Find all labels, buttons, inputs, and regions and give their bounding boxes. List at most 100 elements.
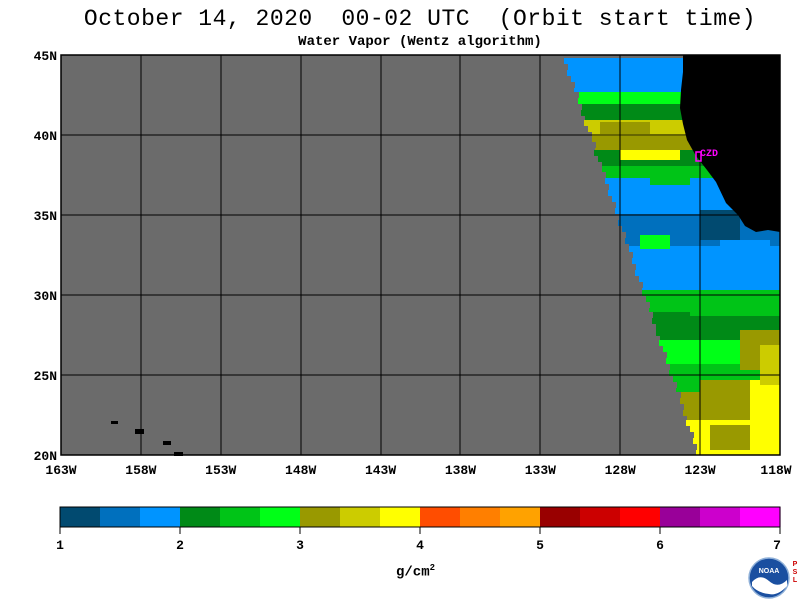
colorbar-segment bbox=[700, 507, 741, 527]
swath-cell bbox=[633, 252, 780, 258]
colorbar-segment bbox=[540, 507, 581, 527]
latitude-labels: 45N 40N 35N 30N 25N 20N bbox=[34, 49, 57, 464]
colorbar-segment bbox=[180, 507, 221, 527]
swath-cell bbox=[608, 190, 780, 196]
units-text: g/cm bbox=[396, 564, 430, 581]
swath-cell bbox=[686, 420, 780, 426]
swath-cell bbox=[690, 300, 780, 316]
swath-cell bbox=[669, 370, 780, 376]
longitude-labels: 163W 158W 153W 148W 143W 138W 133W 128W 123W 118W bbox=[45, 463, 791, 478]
swath-cell bbox=[659, 340, 780, 346]
swath-cell bbox=[609, 184, 780, 190]
swath-cell bbox=[594, 150, 780, 156]
swath-cell bbox=[605, 178, 780, 184]
latitude-label: 30N bbox=[34, 289, 57, 304]
swath-cell bbox=[629, 246, 780, 252]
colorbar-segment bbox=[580, 507, 621, 527]
colorbar-segment bbox=[380, 507, 421, 527]
colorbar-segment bbox=[420, 507, 461, 527]
latitude-label: 20N bbox=[34, 449, 57, 464]
swath-cell bbox=[646, 296, 780, 302]
hawaiian-islands bbox=[111, 421, 183, 456]
colorbar: 1 2 3 4 5 6 7 bbox=[56, 506, 781, 553]
swath-cell bbox=[612, 196, 780, 202]
swath-cell bbox=[696, 450, 780, 455]
latitude-label: 35N bbox=[34, 209, 57, 224]
swath-cell bbox=[640, 235, 670, 249]
station-label: CZD bbox=[700, 149, 718, 160]
longitude-label: 123W bbox=[685, 463, 716, 478]
swath-cell bbox=[571, 76, 780, 82]
latitude-label: 40N bbox=[34, 129, 57, 144]
swath-cell bbox=[596, 142, 780, 148]
swath-cell bbox=[578, 98, 780, 104]
station-marker-icon bbox=[695, 151, 702, 162]
swath-cell bbox=[615, 208, 780, 214]
swath-cell bbox=[616, 202, 780, 208]
swath-cell bbox=[666, 358, 780, 364]
figure-subtitle: Water Vapor (Wentz algorithm) bbox=[298, 34, 542, 50]
longitude-label: 148W bbox=[285, 463, 316, 478]
swath-cell bbox=[710, 425, 750, 450]
swath-cell bbox=[663, 346, 780, 352]
swath-cell bbox=[760, 345, 780, 385]
colorbar-tick-label: 5 bbox=[536, 538, 544, 553]
water-vapor-map: CZD bbox=[60, 54, 781, 456]
colorbar-segment bbox=[500, 507, 541, 527]
colorbar-segment bbox=[660, 507, 701, 527]
swath-cell bbox=[625, 238, 780, 244]
colorbar-segment bbox=[260, 507, 301, 527]
swath-cell bbox=[579, 92, 780, 98]
swath-cell bbox=[629, 244, 780, 246]
swath-cell bbox=[643, 282, 780, 288]
swath-cell bbox=[656, 330, 780, 336]
swath-cell bbox=[618, 220, 780, 226]
swath-cell bbox=[632, 258, 780, 264]
swath-cell bbox=[660, 336, 780, 340]
swath-cell bbox=[568, 64, 780, 70]
colorbar-tick-label: 4 bbox=[416, 538, 424, 553]
swath-cell bbox=[687, 416, 780, 420]
colorbar-tick-label: 7 bbox=[773, 538, 781, 553]
swath-cell bbox=[575, 82, 780, 88]
swath-cell bbox=[635, 270, 780, 276]
longitude-label: 153W bbox=[205, 463, 236, 478]
swath-cell bbox=[636, 264, 780, 270]
swath-cell bbox=[584, 120, 780, 126]
longitude-label: 118W bbox=[760, 463, 791, 478]
longitude-label: 143W bbox=[365, 463, 396, 478]
longitude-label: 138W bbox=[445, 463, 476, 478]
noaa-wave-icon bbox=[752, 577, 787, 595]
swath-cell bbox=[642, 290, 780, 296]
colorbar-segment bbox=[220, 507, 261, 527]
units-exponent: 2 bbox=[429, 563, 436, 573]
swath-cell bbox=[750, 380, 780, 425]
colorbar-segment bbox=[460, 507, 501, 527]
colorbar-segment bbox=[300, 507, 341, 527]
swath-cell bbox=[673, 376, 780, 382]
figure-title: October 14, 2020 00-02 UTC (Orbit start … bbox=[83, 6, 757, 32]
latitude-label: 45N bbox=[34, 49, 57, 64]
map-frame bbox=[60, 54, 781, 456]
north-america-landmass bbox=[680, 55, 780, 232]
swath-cell bbox=[595, 148, 780, 150]
swath-cell bbox=[598, 156, 780, 162]
swath-cell bbox=[564, 58, 780, 64]
swath-cell bbox=[670, 364, 780, 370]
lat-lon-gridlines bbox=[61, 55, 780, 455]
swath-cell bbox=[600, 122, 650, 134]
swath-cell bbox=[567, 70, 780, 76]
colorbar-units: g/cm2 bbox=[396, 563, 435, 581]
swath-cell bbox=[592, 136, 780, 142]
longitude-label: 158W bbox=[125, 463, 156, 478]
colorbar-segment bbox=[340, 507, 381, 527]
swath-cell bbox=[720, 240, 770, 265]
noaa-logo-label: NOAA bbox=[759, 568, 780, 575]
longitude-label: 133W bbox=[525, 463, 556, 478]
colorbar-segment bbox=[140, 507, 181, 527]
swath-cell bbox=[652, 318, 780, 324]
colorbar-segment bbox=[740, 507, 781, 527]
